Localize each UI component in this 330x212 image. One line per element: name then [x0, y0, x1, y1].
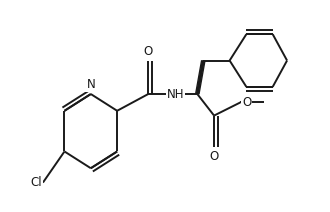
Text: N: N	[86, 78, 95, 91]
Text: O: O	[242, 96, 251, 109]
Text: O: O	[144, 45, 153, 58]
Text: O: O	[210, 149, 219, 163]
Text: Cl: Cl	[30, 176, 42, 189]
Text: NH: NH	[167, 88, 184, 100]
